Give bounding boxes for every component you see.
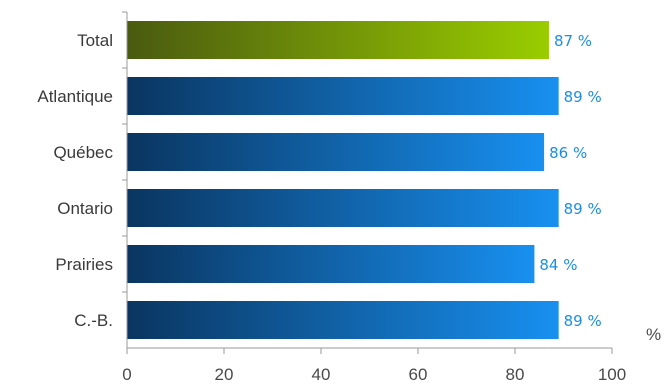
x-axis-unit: % bbox=[646, 325, 661, 344]
bar-ontario bbox=[127, 189, 559, 227]
data-label-prairies: 84 % bbox=[539, 256, 577, 274]
category-label-atlantique: Atlantique bbox=[37, 87, 113, 106]
data-label-quebec: 86 % bbox=[549, 144, 587, 162]
axes-group: Total 87 % Atlantique 89 % Québec 86 % Ontario… bbox=[37, 11, 626, 384]
data-label-ontario: 89 % bbox=[564, 200, 602, 218]
data-label-atlantique: 89 % bbox=[564, 88, 602, 106]
x-tick-label-0: 0 bbox=[122, 365, 131, 384]
x-tick-label-80: 80 bbox=[506, 365, 525, 384]
data-label-total: 87 % bbox=[554, 32, 592, 50]
bar-prairies bbox=[127, 245, 535, 283]
x-tick-label-40: 40 bbox=[312, 365, 331, 384]
category-label-prairies: Prairies bbox=[55, 255, 113, 274]
category-label-total: Total bbox=[77, 31, 113, 50]
bar-total bbox=[127, 21, 549, 59]
data-label-c-b: 89 % bbox=[564, 312, 602, 330]
bar-quebec bbox=[127, 133, 545, 171]
x-tick-label-100: 100 bbox=[598, 365, 626, 384]
category-label-quebec: Québec bbox=[53, 143, 113, 162]
x-tick-label-60: 60 bbox=[409, 365, 428, 384]
x-tick-label-20: 20 bbox=[215, 365, 234, 384]
category-label-ontario: Ontario bbox=[57, 199, 113, 218]
category-label-c-b: C.-B. bbox=[74, 311, 113, 330]
bar-atlantique bbox=[127, 77, 559, 115]
bar-c-b bbox=[127, 301, 559, 339]
bars-group bbox=[127, 21, 559, 339]
